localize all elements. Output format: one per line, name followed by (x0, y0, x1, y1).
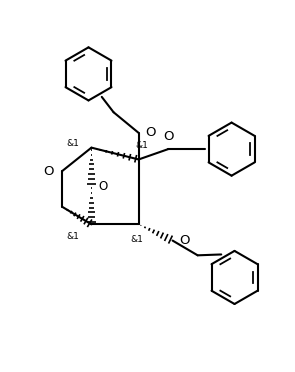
Text: O: O (163, 129, 173, 142)
Text: O: O (179, 234, 190, 247)
Text: O: O (98, 180, 107, 192)
Text: &1: &1 (66, 232, 79, 241)
Text: O: O (145, 126, 156, 140)
Text: &1: &1 (66, 139, 79, 148)
Text: &1: &1 (131, 235, 144, 244)
Text: &1: &1 (135, 141, 148, 150)
Text: O: O (43, 165, 54, 178)
